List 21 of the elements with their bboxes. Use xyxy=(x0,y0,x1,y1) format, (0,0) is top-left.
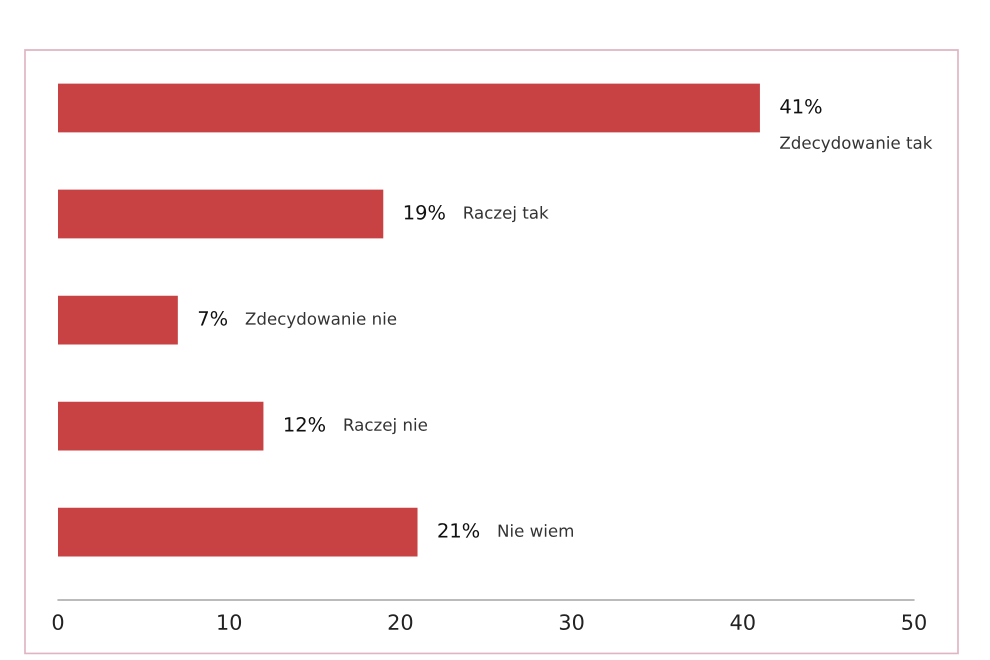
y-tick-label: Nie wiem xyxy=(498,524,573,537)
bar xyxy=(58,296,178,344)
y-tick-label: Raczej nie xyxy=(344,418,427,434)
data-label: 7% xyxy=(198,311,228,326)
y-tick-label: Zdecydowanie nie xyxy=(246,312,396,328)
y-tick-label: Raczej tak xyxy=(464,206,549,222)
bar xyxy=(58,402,264,450)
data-label: 19% xyxy=(404,204,445,220)
x-tick-label: 0 xyxy=(52,614,64,630)
x-tick-label: 30 xyxy=(560,614,584,630)
data-label: 41% xyxy=(780,98,822,114)
data-label: 12% xyxy=(285,417,326,432)
data-label: 21% xyxy=(438,523,480,538)
x-tick-label: 20 xyxy=(388,614,412,630)
bar xyxy=(58,84,760,132)
x-tick-label: 40 xyxy=(730,614,755,630)
bar xyxy=(58,190,384,238)
x-tick-label: 10 xyxy=(218,614,242,630)
x-tick-label: 50 xyxy=(902,614,926,630)
bar xyxy=(58,508,418,557)
y-tick-label: Zdecydowanie tak xyxy=(780,136,932,152)
